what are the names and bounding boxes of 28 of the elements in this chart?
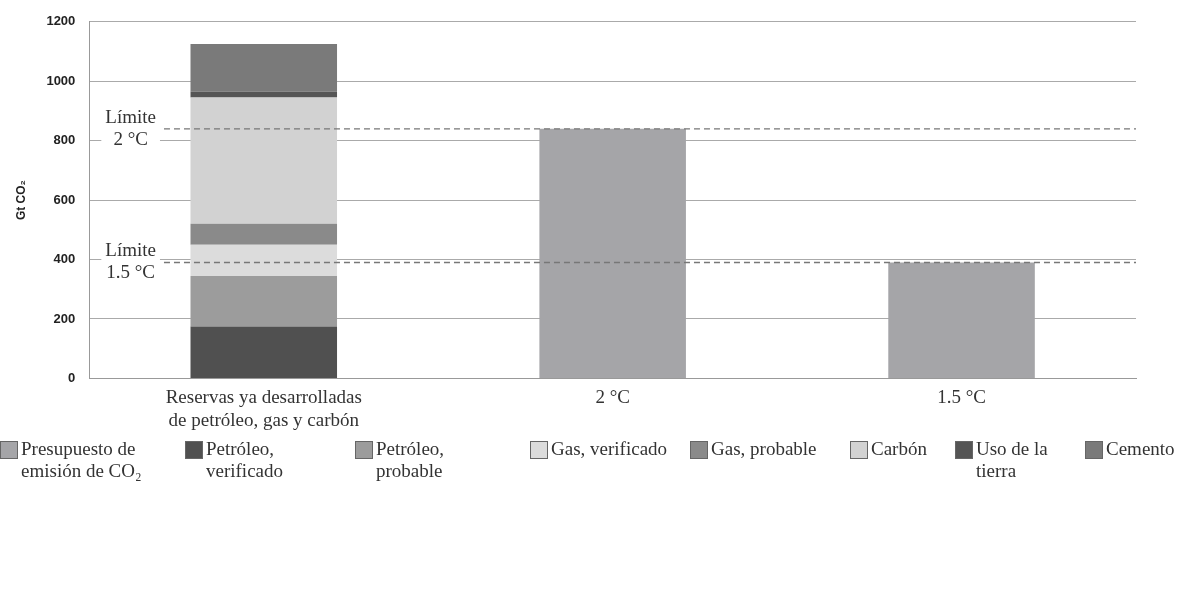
y-tick-label: 400 [53,251,76,267]
y-axis-title: Gt CO₂ [13,180,28,221]
y-tick-label: 0 [68,369,76,385]
legend-label: Petróleo, verificado [206,438,284,482]
legend-label: Gas, probable [711,438,817,460]
bar [190,223,338,245]
y-tick-label: 200 [53,310,76,326]
bar [190,275,338,327]
bar [190,97,338,224]
legend-label: Cemento [1106,438,1175,460]
bar [190,244,338,276]
legend-label: Petróleo, probable [376,438,446,482]
legend-label: Carbón [871,438,927,460]
bar [190,44,338,92]
y-tick-label: 1200 [46,13,76,29]
ref-line-label: Límite 1.5 °C [105,239,156,283]
x-tick-label: 2 °C [595,385,630,407]
y-tick-label: 800 [53,132,76,148]
x-tick-label: 1.5 °C [937,385,986,407]
legend-label: Presupuesto de emisión de CO₂ [21,438,143,482]
bar [190,326,338,378]
bar [190,91,338,98]
legend-label: Uso de la tierra [976,438,1049,482]
legend-label: Gas, verificado [551,438,668,460]
y-tick-label: 1000 [46,72,76,88]
y-tick-label: 600 [53,191,76,207]
ref-line-label: Límite 2 °C [105,105,156,149]
x-tick-label: Reservas ya desarrolladas de petróleo, gas y carbón [165,385,362,430]
